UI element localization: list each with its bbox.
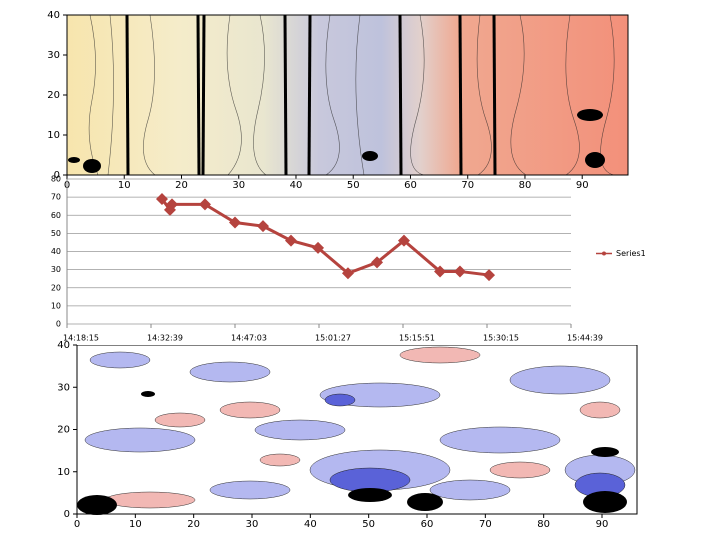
x-tick-label: 0: [74, 519, 80, 530]
x-tick-label: 50: [362, 519, 375, 530]
point: [155, 192, 168, 205]
x-tick-label: 15:30:15: [483, 334, 519, 343]
y-tick-label: 20: [57, 425, 70, 436]
point: [371, 256, 384, 269]
x-tick-label: 50: [347, 180, 360, 191]
x-tick-label: 80: [537, 519, 550, 530]
point: [312, 241, 325, 254]
y-tick-label: 40: [57, 340, 70, 351]
y-tick-label: 40: [51, 247, 61, 256]
y-tick-label: 10: [47, 130, 60, 141]
point: [397, 234, 410, 247]
point: [483, 269, 496, 282]
y-tick-label: 0: [54, 170, 60, 181]
x-tick-label: 60: [421, 519, 434, 530]
x-tick-label: 80: [519, 180, 532, 191]
bottom-contour-art: [77, 345, 637, 515]
y-tick-label: 10: [57, 467, 70, 478]
point: [166, 198, 178, 211]
x-tick-label: 30: [232, 180, 245, 191]
x-tick-label: 14:18:15: [63, 334, 99, 343]
x-tick-label: 14:47:03: [231, 334, 267, 343]
x-tick-label: 70: [479, 519, 492, 530]
y-tick-label: 0: [64, 509, 70, 520]
point: [198, 198, 211, 211]
x-tick-label: 70: [461, 180, 474, 191]
y-tick-label: 20: [47, 90, 60, 101]
y-tick-label: 70: [51, 193, 61, 202]
point: [434, 265, 447, 278]
y-tick-label: 50: [51, 229, 61, 238]
point: [341, 267, 354, 280]
x-tick-label: 14:32:39: [147, 334, 183, 343]
line-panel: [67, 180, 657, 345]
x-tick-label: 40: [304, 519, 317, 530]
y-tick-label: 30: [57, 382, 70, 393]
x-tick-label: 60: [404, 180, 417, 191]
y-tick-label: 0: [56, 320, 61, 329]
x-tick-label: 20: [175, 180, 188, 191]
x-tick-label: 10: [118, 180, 131, 191]
x-tick-label: 40: [290, 180, 303, 191]
y-tick-label: 80: [51, 175, 61, 184]
x-tick-label: 90: [596, 519, 609, 530]
point: [285, 234, 297, 247]
x-tick-label: 15:44:39: [567, 334, 603, 343]
y-tick-label: 20: [51, 283, 61, 292]
x-tick-label: 90: [576, 180, 589, 191]
x-tick-label: 30: [246, 519, 259, 530]
y-tick-label: 30: [47, 50, 60, 61]
legend-label: Series1: [616, 249, 646, 258]
y-tick-label: 30: [51, 265, 61, 274]
y-tick-label: 10: [51, 301, 61, 310]
x-tick-label: 20: [187, 519, 200, 530]
point: [257, 220, 269, 233]
x-tick-label: 15:15:51: [399, 334, 435, 343]
point: [229, 216, 241, 229]
legend-marker: [602, 251, 606, 256]
point: [453, 265, 466, 278]
y-tick-label: 60: [51, 211, 61, 220]
y-tick-label: 40: [47, 10, 60, 21]
top-contour-art: [67, 14, 628, 176]
x-tick-label: 15:01:27: [315, 334, 351, 343]
x-tick-label: 10: [129, 519, 142, 530]
